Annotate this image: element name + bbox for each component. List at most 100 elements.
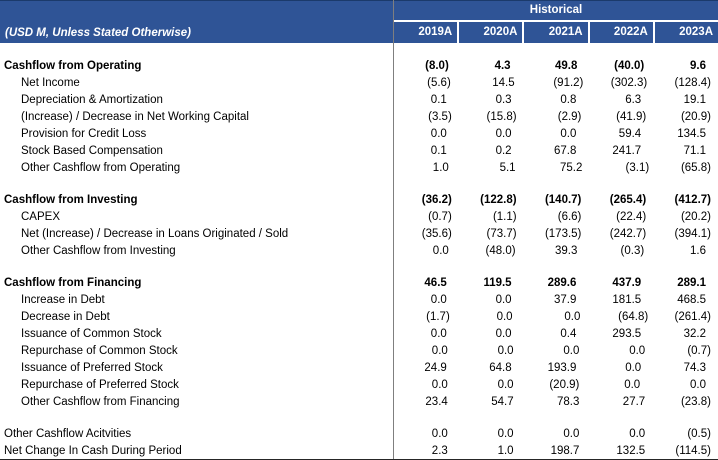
value-cell: 0.0 <box>689 379 706 391</box>
unit-note: (USD M, Unless Stated Otherwise) <box>5 27 191 39</box>
value-cell: 1.0 <box>497 445 514 457</box>
value-cell: 0.0 <box>430 294 447 306</box>
row-label: Cashflow from Investing <box>4 194 138 206</box>
value-cell: (36.2) <box>421 194 452 206</box>
value-cell: (2.9) <box>557 111 582 123</box>
value-cell: (140.7) <box>544 194 582 206</box>
value-cell: 0.0 <box>430 328 447 340</box>
table-row: Decrease in Debt (1.7) 0.0 0.0 (64.8) (261.4) <box>0 309 718 326</box>
value-cell: (122.8) <box>480 194 517 206</box>
row-label: Increase in Debt <box>21 294 105 306</box>
value-cell: (73.7) <box>486 228 517 240</box>
value-cell: 0.0 <box>431 379 448 391</box>
table-row: Cashflow from Financing 46.5 119.5 289.6 437… <box>0 275 718 292</box>
value-cell: (91.2) <box>553 77 584 89</box>
spacer-row <box>0 177 718 192</box>
value-cell: (5.6) <box>427 77 451 89</box>
value-cell: 64.8 <box>489 362 512 374</box>
value-cell: (412.7) <box>674 194 711 206</box>
value-cell: 437.9 <box>612 277 642 289</box>
value-cell: 27.7 <box>622 396 646 408</box>
value-cell: (128.4) <box>674 77 711 89</box>
row-label: Stock Based Compensation <box>21 145 163 157</box>
value-cell: (20.9) <box>549 379 580 391</box>
value-cell: 0.0 <box>497 345 514 357</box>
value-cell: (40.0) <box>614 60 645 72</box>
value-cell: 289.1 <box>677 277 706 289</box>
row-label: Issuance of Common Stock <box>21 328 162 340</box>
table-row: Net Change In Cash During Period 2.3 1.0 19… <box>0 443 718 459</box>
year-column-header: 2023A <box>652 22 718 43</box>
table-row: Net (Increase) / Decrease in Loans Origi… <box>0 226 718 243</box>
table-row: Cashflow from Investing (36.2) (122.8) (140… <box>0 192 718 209</box>
value-cell: (3.1) <box>625 162 650 174</box>
value-cell: (0.7) <box>687 345 711 357</box>
value-cell: (0.5) <box>687 428 711 440</box>
value-cell: 241.7 <box>612 145 642 157</box>
value-cell: 0.0 <box>432 245 449 257</box>
value-cell: 9.6 <box>689 60 706 72</box>
value-cell: (48.0) <box>485 245 516 257</box>
value-cell: 0.3 <box>495 94 512 106</box>
value-cell: 0.0 <box>564 311 581 323</box>
value-cell: 0.0 <box>496 311 513 323</box>
value-cell: 19.1 <box>683 94 706 106</box>
value-cell: 75.2 <box>560 162 583 174</box>
table-row: Other Cashflow from Financing 23.4 54.7 78.… <box>0 394 718 411</box>
table-row: Depreciation & Amortization 0.1 0.3 0.8 6.3 1… <box>0 92 718 109</box>
table-row: Other Cashflow from Operating 1.0 5.1 75.2 (… <box>0 160 718 177</box>
row-label: Repurchase of Common Stock <box>21 345 178 357</box>
row-label: Cashflow from Financing <box>4 277 142 289</box>
value-cell: (20.2) <box>680 211 711 223</box>
value-cell: 1.6 <box>689 245 706 257</box>
value-cell: 1.0 <box>432 162 449 174</box>
value-cell: (394.1) <box>674 228 711 240</box>
table-row: Other Cashflow Acitvities 0.0 0.0 0.0 0.0 (0.… <box>0 426 718 443</box>
column-divider-line <box>393 0 394 459</box>
value-cell: 23.4 <box>425 396 448 408</box>
table-row: Stock Based Compensation 0.1 0.2 67.8 241.7 7… <box>0 143 718 160</box>
value-cell: 39.3 <box>555 245 578 257</box>
value-cell: 5.1 <box>499 162 516 174</box>
value-cell: 0.0 <box>625 362 642 374</box>
value-cell: 0.0 <box>563 428 580 440</box>
value-cell: 0.4 <box>560 328 577 340</box>
row-label: Issuance of Preferred Stock <box>21 362 163 374</box>
row-label: Depreciation & Amortization <box>21 94 163 106</box>
value-cell: 71.1 <box>683 145 706 157</box>
value-cell: 0.0 <box>497 428 514 440</box>
value-cell: 24.9 <box>424 362 447 374</box>
value-cell: 0.8 <box>560 94 577 106</box>
value-cell: 289.6 <box>547 277 577 289</box>
value-cell: 0.0 <box>495 328 512 340</box>
value-cell: 46.5 <box>424 277 447 289</box>
value-cell: (242.7) <box>609 228 647 240</box>
year-column-header: 2020A <box>457 22 522 43</box>
value-cell: 0.1 <box>430 145 447 157</box>
value-cell: (65.8) <box>680 162 711 174</box>
row-label: Repurchase of Preferred Stock <box>21 379 179 391</box>
value-cell: (22.4) <box>616 211 647 223</box>
value-cell: 4.3 <box>494 60 511 72</box>
value-cell: (41.9) <box>616 111 647 123</box>
table-header: (USD M, Unless Stated Otherwise) Histori… <box>0 0 718 43</box>
value-cell: 132.5 <box>616 445 646 457</box>
value-cell: 14.5 <box>492 77 515 89</box>
column-group-label: Historical <box>394 1 718 22</box>
value-cell: (8.0) <box>425 60 449 72</box>
row-label: Cashflow from Operating <box>4 60 142 72</box>
value-cell: (114.5) <box>675 445 711 457</box>
value-cell: (173.5) <box>544 228 582 240</box>
value-cell: (302.3) <box>610 77 648 89</box>
table-row: CAPEX (0.7) (1.1) (6.6) (22.4) (20.2) <box>0 209 718 226</box>
table-row: Issuance of Common Stock 0.0 0.0 0.4 293.5 32… <box>0 326 718 343</box>
value-cell: 37.9 <box>554 294 577 306</box>
value-cell: 0.0 <box>430 128 447 140</box>
table-row: (Increase) / Decrease in Net Working Cap… <box>0 109 718 126</box>
table-row: Other Cashflow from Investing 0.0 (48.0) 39… <box>0 243 718 260</box>
value-cell: 0.0 <box>431 345 448 357</box>
table-row: Net Income (5.6) 14.5 (91.2) (302.3) (128.4) <box>0 75 718 92</box>
table-body: Cashflow from Operating (8.0) 4.3 49.8 (40.0… <box>0 43 718 459</box>
value-cell: 0.0 <box>629 345 646 357</box>
row-label: Other Cashflow Acitvities <box>4 428 132 440</box>
